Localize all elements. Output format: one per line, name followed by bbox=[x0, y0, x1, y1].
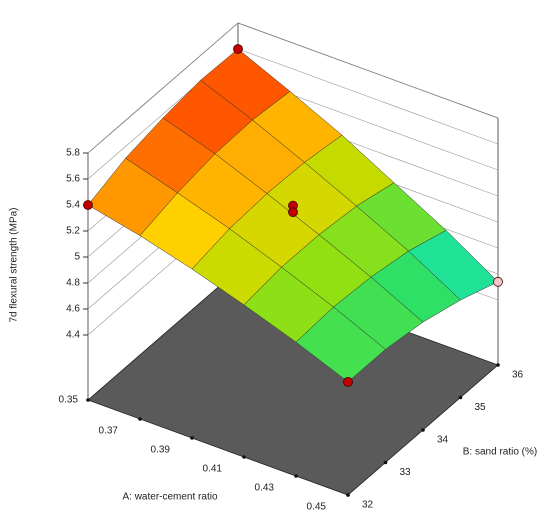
z-tick-label: 5.4 bbox=[66, 200, 80, 211]
y-tick bbox=[383, 460, 388, 465]
x-tick bbox=[138, 417, 142, 421]
x-tick-label: 0.35 bbox=[59, 395, 79, 406]
design-point bbox=[493, 276, 503, 287]
y-tick bbox=[346, 493, 350, 497]
x-tick-label: 0.39 bbox=[151, 445, 171, 456]
design-point bbox=[343, 376, 353, 387]
z-tick-label: 4.4 bbox=[66, 330, 80, 341]
z-tick-label: 4.8 bbox=[66, 278, 80, 289]
z-tick-label: 5 bbox=[74, 252, 80, 263]
y-tick-label: 35 bbox=[475, 402, 487, 413]
design-point bbox=[233, 44, 243, 54]
x-tick-label: 0.41 bbox=[203, 464, 223, 475]
z-tick-label: 5.6 bbox=[66, 174, 80, 185]
x-tick bbox=[190, 436, 194, 440]
z-tick-label: 5.8 bbox=[66, 148, 80, 159]
x-tick-label: 0.37 bbox=[99, 426, 119, 437]
y-tick bbox=[458, 395, 463, 400]
z-tick-label: 5.2 bbox=[66, 226, 80, 237]
y-tick-label: 36 bbox=[512, 370, 524, 381]
x-tick-label: 0.43 bbox=[255, 483, 275, 494]
design-point bbox=[288, 207, 298, 218]
y-tick bbox=[421, 428, 425, 432]
surface-patch bbox=[295, 306, 386, 383]
design-point bbox=[83, 200, 93, 210]
x-axis-title: A: water-cement ratio bbox=[122, 492, 217, 503]
x-tick bbox=[86, 398, 90, 402]
x-tick bbox=[242, 455, 246, 459]
grid-line bbox=[87, 22, 499, 154]
y-tick bbox=[496, 363, 500, 367]
z-axis-title: 7d flexural strength (MPa) bbox=[9, 207, 20, 322]
y-tick-label: 32 bbox=[362, 500, 374, 511]
y-tick-label: 34 bbox=[437, 435, 449, 446]
y-axis-title: B: sand ratio (%) bbox=[463, 447, 537, 458]
x-tick-label: 0.45 bbox=[307, 502, 327, 513]
x-tick bbox=[294, 474, 298, 478]
y-tick-label: 33 bbox=[400, 467, 412, 478]
z-tick-label: 4.6 bbox=[66, 304, 80, 315]
